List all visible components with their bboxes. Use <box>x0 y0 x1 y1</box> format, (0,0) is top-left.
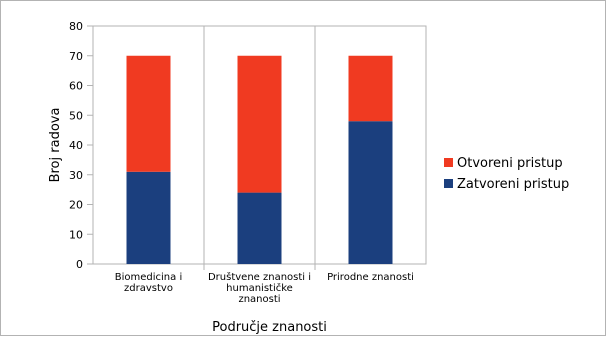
bar-segment <box>237 55 282 193</box>
bar-segment <box>348 55 393 122</box>
legend-swatch <box>444 179 453 188</box>
y-tick-label: 0 <box>76 258 83 271</box>
bar-segment <box>126 171 171 264</box>
x-tick-label: znanosti <box>238 294 280 305</box>
y-axis-ticks: 0 10 20 30 40 50 60 70 80 <box>69 20 93 271</box>
legend: Otvoreni pristup Zatvoreni pristup <box>444 156 569 192</box>
y-tick-label: 10 <box>69 228 83 241</box>
y-tick-label: 70 <box>69 50 83 63</box>
x-axis-title: Područje znanosti <box>212 320 327 335</box>
y-tick-label: 50 <box>69 109 83 122</box>
legend-label: Otvoreni pristup <box>457 156 563 171</box>
x-tick-label: Prirodne znanosti <box>327 272 414 283</box>
y-tick-label: 30 <box>69 169 83 182</box>
x-tick-label: Biomedicina i <box>115 272 182 283</box>
bar-segment <box>348 121 393 264</box>
y-tick-label: 80 <box>69 20 83 33</box>
bars <box>126 55 393 264</box>
y-tick-label: 20 <box>69 199 83 212</box>
legend-label: Zatvoreni pristup <box>457 177 569 192</box>
legend-swatch <box>444 158 453 167</box>
bar-segment <box>237 192 282 264</box>
x-tick-label: Društvene znanosti i <box>208 271 311 283</box>
bar-segment <box>126 55 171 172</box>
y-axis-title: Broj radova <box>48 108 63 183</box>
x-tick-label: zdravstvo <box>124 283 173 294</box>
x-tick-label: humanističke <box>226 282 293 294</box>
y-tick-label: 60 <box>69 80 83 93</box>
y-tick-label: 40 <box>69 139 83 152</box>
